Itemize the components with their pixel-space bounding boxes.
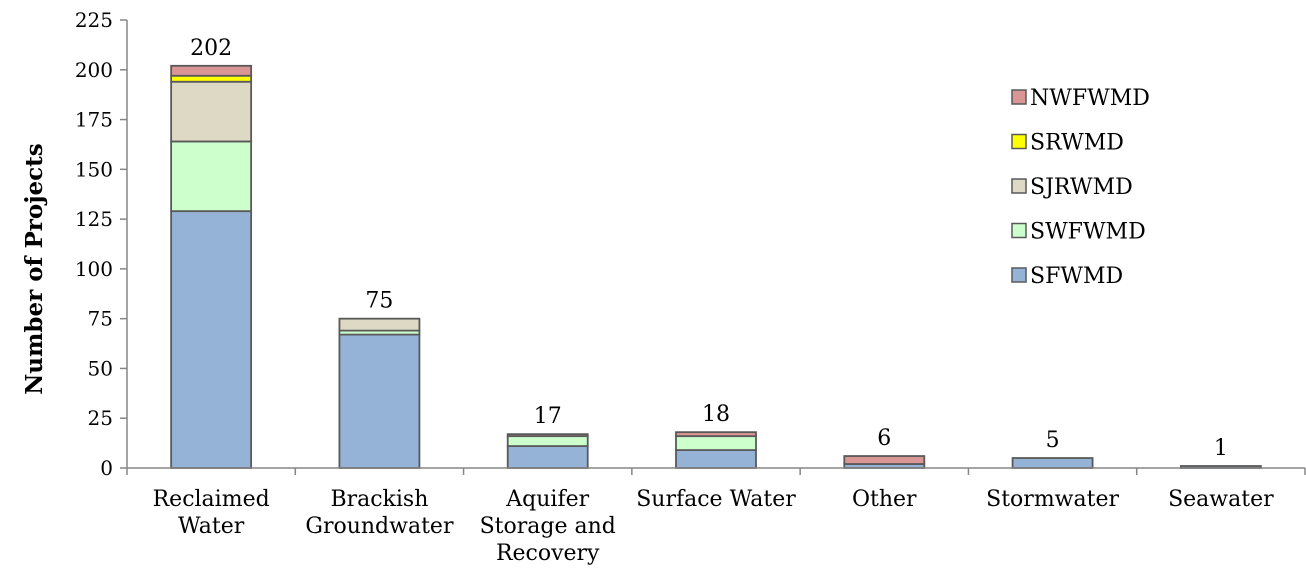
legend-swatch-sfwmd bbox=[1011, 267, 1027, 283]
x-category-label-line: Brackish bbox=[330, 487, 428, 512]
x-category-label-line: Stormwater bbox=[986, 487, 1119, 512]
y-axis-title: Number of Projects bbox=[21, 143, 48, 394]
y-tick-label: 50 bbox=[88, 356, 113, 380]
y-tick-label: 200 bbox=[75, 58, 113, 82]
bar-segment-nwfwmd bbox=[170, 64, 253, 77]
bar-segment-nwfwmd bbox=[506, 433, 589, 438]
bars bbox=[170, 64, 1262, 469]
x-category-label: Seawater bbox=[1168, 487, 1274, 512]
bar-total-label: 202 bbox=[190, 36, 232, 61]
x-category-label-line: Surface Water bbox=[636, 487, 796, 512]
x-category-label-line: Seawater bbox=[1168, 487, 1274, 512]
bar-segment-swfwmd bbox=[170, 140, 253, 213]
x-category-label-line: Water bbox=[178, 514, 245, 539]
bar-segment-swfwmd bbox=[506, 435, 589, 447]
legend-swatch-nwfwmd bbox=[1011, 89, 1027, 105]
legend-swatch-swfwmd bbox=[1011, 222, 1027, 239]
y-tick-label: 75 bbox=[88, 307, 113, 331]
bar-total-label: 1 bbox=[1214, 436, 1228, 461]
bar-segment-nwfwmd bbox=[675, 431, 757, 438]
x-category-label-line: Groundwater bbox=[305, 514, 454, 539]
x-category-label: Surface Water bbox=[636, 487, 796, 512]
x-category-label: Stormwater bbox=[986, 487, 1119, 512]
x-category-label-line: Recovery bbox=[496, 541, 600, 566]
x-category-label-line: Other bbox=[852, 487, 917, 512]
bar-segment-nwfwmd bbox=[843, 455, 926, 465]
y-tick-label: 125 bbox=[75, 207, 113, 231]
x-category-label: Reclaimed Water bbox=[153, 487, 270, 539]
legend: NWFWMD SRWMD SJRWMD SWFWMD SFWMD bbox=[1011, 86, 1150, 289]
x-category-label: Other bbox=[852, 487, 917, 512]
y-tick-label: 0 bbox=[100, 456, 113, 480]
x-category-label: Brackish Groundwater bbox=[305, 487, 454, 539]
y-tick-label: 100 bbox=[75, 257, 113, 281]
bar-total-label: 18 bbox=[702, 402, 730, 427]
legend-label-sjrwmd: SJRWMD bbox=[1030, 175, 1133, 200]
y-tick-label: 175 bbox=[75, 108, 113, 132]
x-axis: Reclaimed Water Brackish Groundwater Aquifer… bbox=[126, 467, 1306, 566]
x-category-label-line: Reclaimed bbox=[153, 487, 270, 512]
y-axis: 0 25 50 75 100 125 150 175 200 225 bbox=[75, 8, 128, 480]
legend-swatch-sjrwmd bbox=[1011, 178, 1027, 194]
bar-total-label: 17 bbox=[534, 404, 562, 429]
bar-segment-swfwmd bbox=[675, 435, 757, 451]
legend-swatch-srwmd bbox=[1011, 133, 1027, 150]
bar-segment-sfwmd bbox=[675, 449, 757, 469]
bar-segment-sfwmd bbox=[338, 333, 421, 469]
bar-segment-sfwmd bbox=[1011, 457, 1094, 469]
y-tick-label: 225 bbox=[75, 8, 113, 32]
x-category-label: Aquifer Storage and Recovery bbox=[480, 487, 616, 566]
y-tick-label: 150 bbox=[75, 157, 113, 181]
legend-label-swfwmd: SWFWMD bbox=[1030, 220, 1146, 245]
bar-segment-sfwmd bbox=[170, 210, 253, 469]
bar-segment-sjrwmd bbox=[338, 317, 421, 332]
x-category-label-line: Storage and bbox=[480, 514, 616, 539]
bar-total-label: 75 bbox=[365, 289, 393, 314]
total-labels: 202 75 17 18 6 5 1 bbox=[190, 36, 1228, 461]
y-tick-label: 25 bbox=[88, 406, 113, 430]
legend-label-nwfwmd: NWFWMD bbox=[1030, 86, 1150, 111]
bar-segment-sfwmd bbox=[506, 445, 589, 469]
legend-label-sfwmd: SFWMD bbox=[1030, 264, 1123, 289]
bar-total-label: 6 bbox=[877, 426, 891, 451]
bar-segment-sjrwmd bbox=[170, 80, 253, 143]
bar-total-label: 5 bbox=[1046, 428, 1060, 453]
x-category-label-line: Aquifer bbox=[505, 487, 589, 512]
legend-label-srwmd: SRWMD bbox=[1030, 131, 1124, 156]
